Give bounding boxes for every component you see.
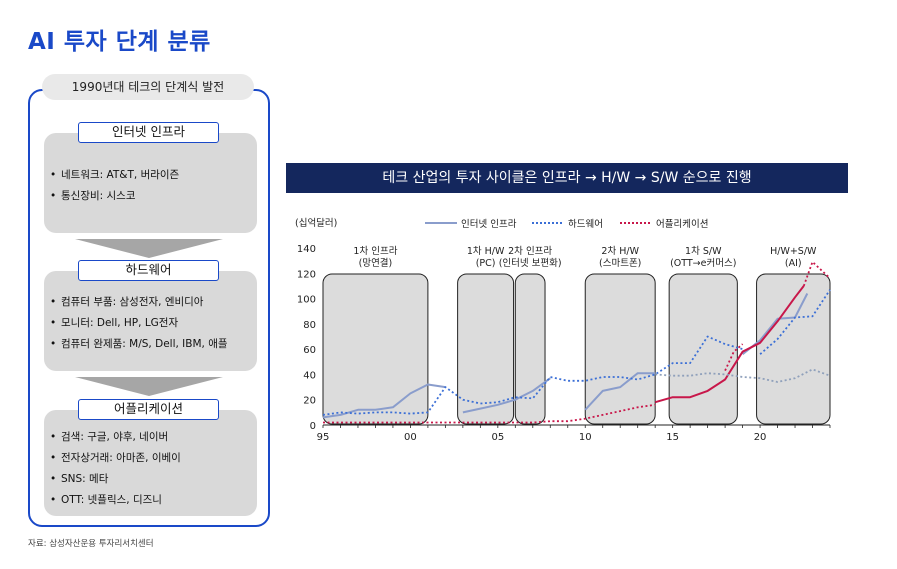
- series-line: [802, 261, 831, 287]
- stage-items-application: • 검색: 구글, 야후, 네이버 • 전자상거래: 아마존, 이베이 • SNS: …: [50, 427, 181, 511]
- y-tick-label: 120: [297, 269, 316, 280]
- series-line: [584, 372, 656, 411]
- stage-items-hardware: • 컴퓨터 부품: 삼성전자, 엔비디아 • 모니터: Dell, HP, LG전자…: [50, 292, 228, 355]
- stage-panel-hardware: [44, 271, 257, 371]
- legend-item-hardware: 하드웨어: [532, 219, 603, 230]
- y-tick-label: 80: [303, 320, 316, 331]
- legend-item-application: 어플리케이션: [620, 219, 709, 230]
- series-line: [654, 285, 805, 404]
- phase-label: (AI): [785, 258, 802, 269]
- y-tick-label: 20: [303, 396, 316, 407]
- phase-label: 2차 인프라: [508, 245, 552, 257]
- left-header: 1990년대 테크의 단계식 발전: [42, 74, 254, 100]
- list-item: • OTT: 넷플릭스, 디즈니: [50, 494, 162, 506]
- phase-box: [514, 273, 546, 425]
- phase-label: 1차 H/W: [467, 245, 505, 257]
- x-tick-label: 10: [579, 432, 592, 443]
- page-title: AI 투자 단계 분류: [28, 29, 211, 55]
- y-tick-label: 140: [297, 244, 316, 255]
- phase-label: 1차 S/W: [685, 245, 722, 257]
- x-tick-label: 95: [317, 432, 330, 443]
- series-line: [322, 335, 743, 416]
- phase-box: [756, 273, 831, 425]
- phase-box: [457, 273, 515, 425]
- list-item: • SNS: 메타: [50, 473, 109, 485]
- phase-label: (망연결): [359, 258, 393, 269]
- list-item: • 전자상거래: 아마존, 이베이: [50, 452, 181, 464]
- phase-label: 2차 H/W: [601, 245, 639, 257]
- list-item: • 네트워크: AT&T, 버라이즌: [50, 169, 180, 181]
- x-tick-label: 00: [404, 432, 417, 443]
- stage-panel-infra: [44, 133, 257, 233]
- down-arrow-icon: [75, 377, 223, 396]
- list-item: • 통신장비: 시스코: [50, 190, 136, 202]
- phase-box: [322, 273, 429, 425]
- y-tick-label: 100: [297, 295, 316, 306]
- y-tick-label: 0: [310, 421, 316, 432]
- y-tick-label: 40: [303, 370, 316, 381]
- stage-label-application: 어플리케이션: [78, 399, 219, 420]
- source-note: 자료: 삼성자산운용 투자리서치센터: [28, 539, 154, 549]
- series-line: [724, 343, 744, 371]
- series-line: [462, 377, 551, 414]
- list-item: • 모니터: Dell, HP, LG전자: [50, 317, 179, 329]
- series-line: [322, 383, 446, 419]
- stage-label-hardware: 하드웨어: [78, 260, 219, 281]
- y-tick-label: 60: [303, 345, 316, 356]
- stage-label-infra: 인터넷 인프라: [78, 122, 219, 143]
- legend-item-infra: 인터넷 인프라: [425, 219, 517, 230]
- list-item: • 컴퓨터 완제품: M/S, Dell, IBM, 애플: [50, 338, 228, 350]
- x-tick-label: 15: [666, 432, 679, 443]
- list-item: • 컴퓨터 부품: 삼성전자, 엔비디아: [50, 296, 204, 308]
- series-line: [759, 289, 831, 355]
- phase-box: [668, 273, 738, 425]
- chart-banner-title: 테크 산업의 투자 사이클은 인프라 → H/W → S/W 순으로 진행: [286, 163, 848, 193]
- phase-label: (OTT→e커머스): [670, 258, 736, 269]
- phase-label: (스마트폰): [599, 258, 641, 269]
- phase-label: 1차 인프라: [353, 245, 397, 257]
- phase-box: [584, 273, 656, 425]
- chart-unit-label: (십억달러): [295, 218, 338, 229]
- list-item: • 검색: 구글, 야후, 네이버: [50, 431, 169, 443]
- stage-items-infra: • 네트워크: AT&T, 버라이즌 • 통신장비: 시스코: [50, 165, 179, 207]
- down-arrow-icon: [75, 239, 223, 258]
- x-tick-label: 20: [754, 432, 767, 443]
- stage-panel-application: [44, 410, 257, 516]
- phase-label: (인터넷 보편화): [499, 257, 562, 269]
- phase-label: H/W+S/W: [770, 246, 817, 257]
- x-tick-label: 05: [491, 432, 504, 443]
- phase-label: (PC): [476, 258, 496, 269]
- series-line: [323, 403, 656, 424]
